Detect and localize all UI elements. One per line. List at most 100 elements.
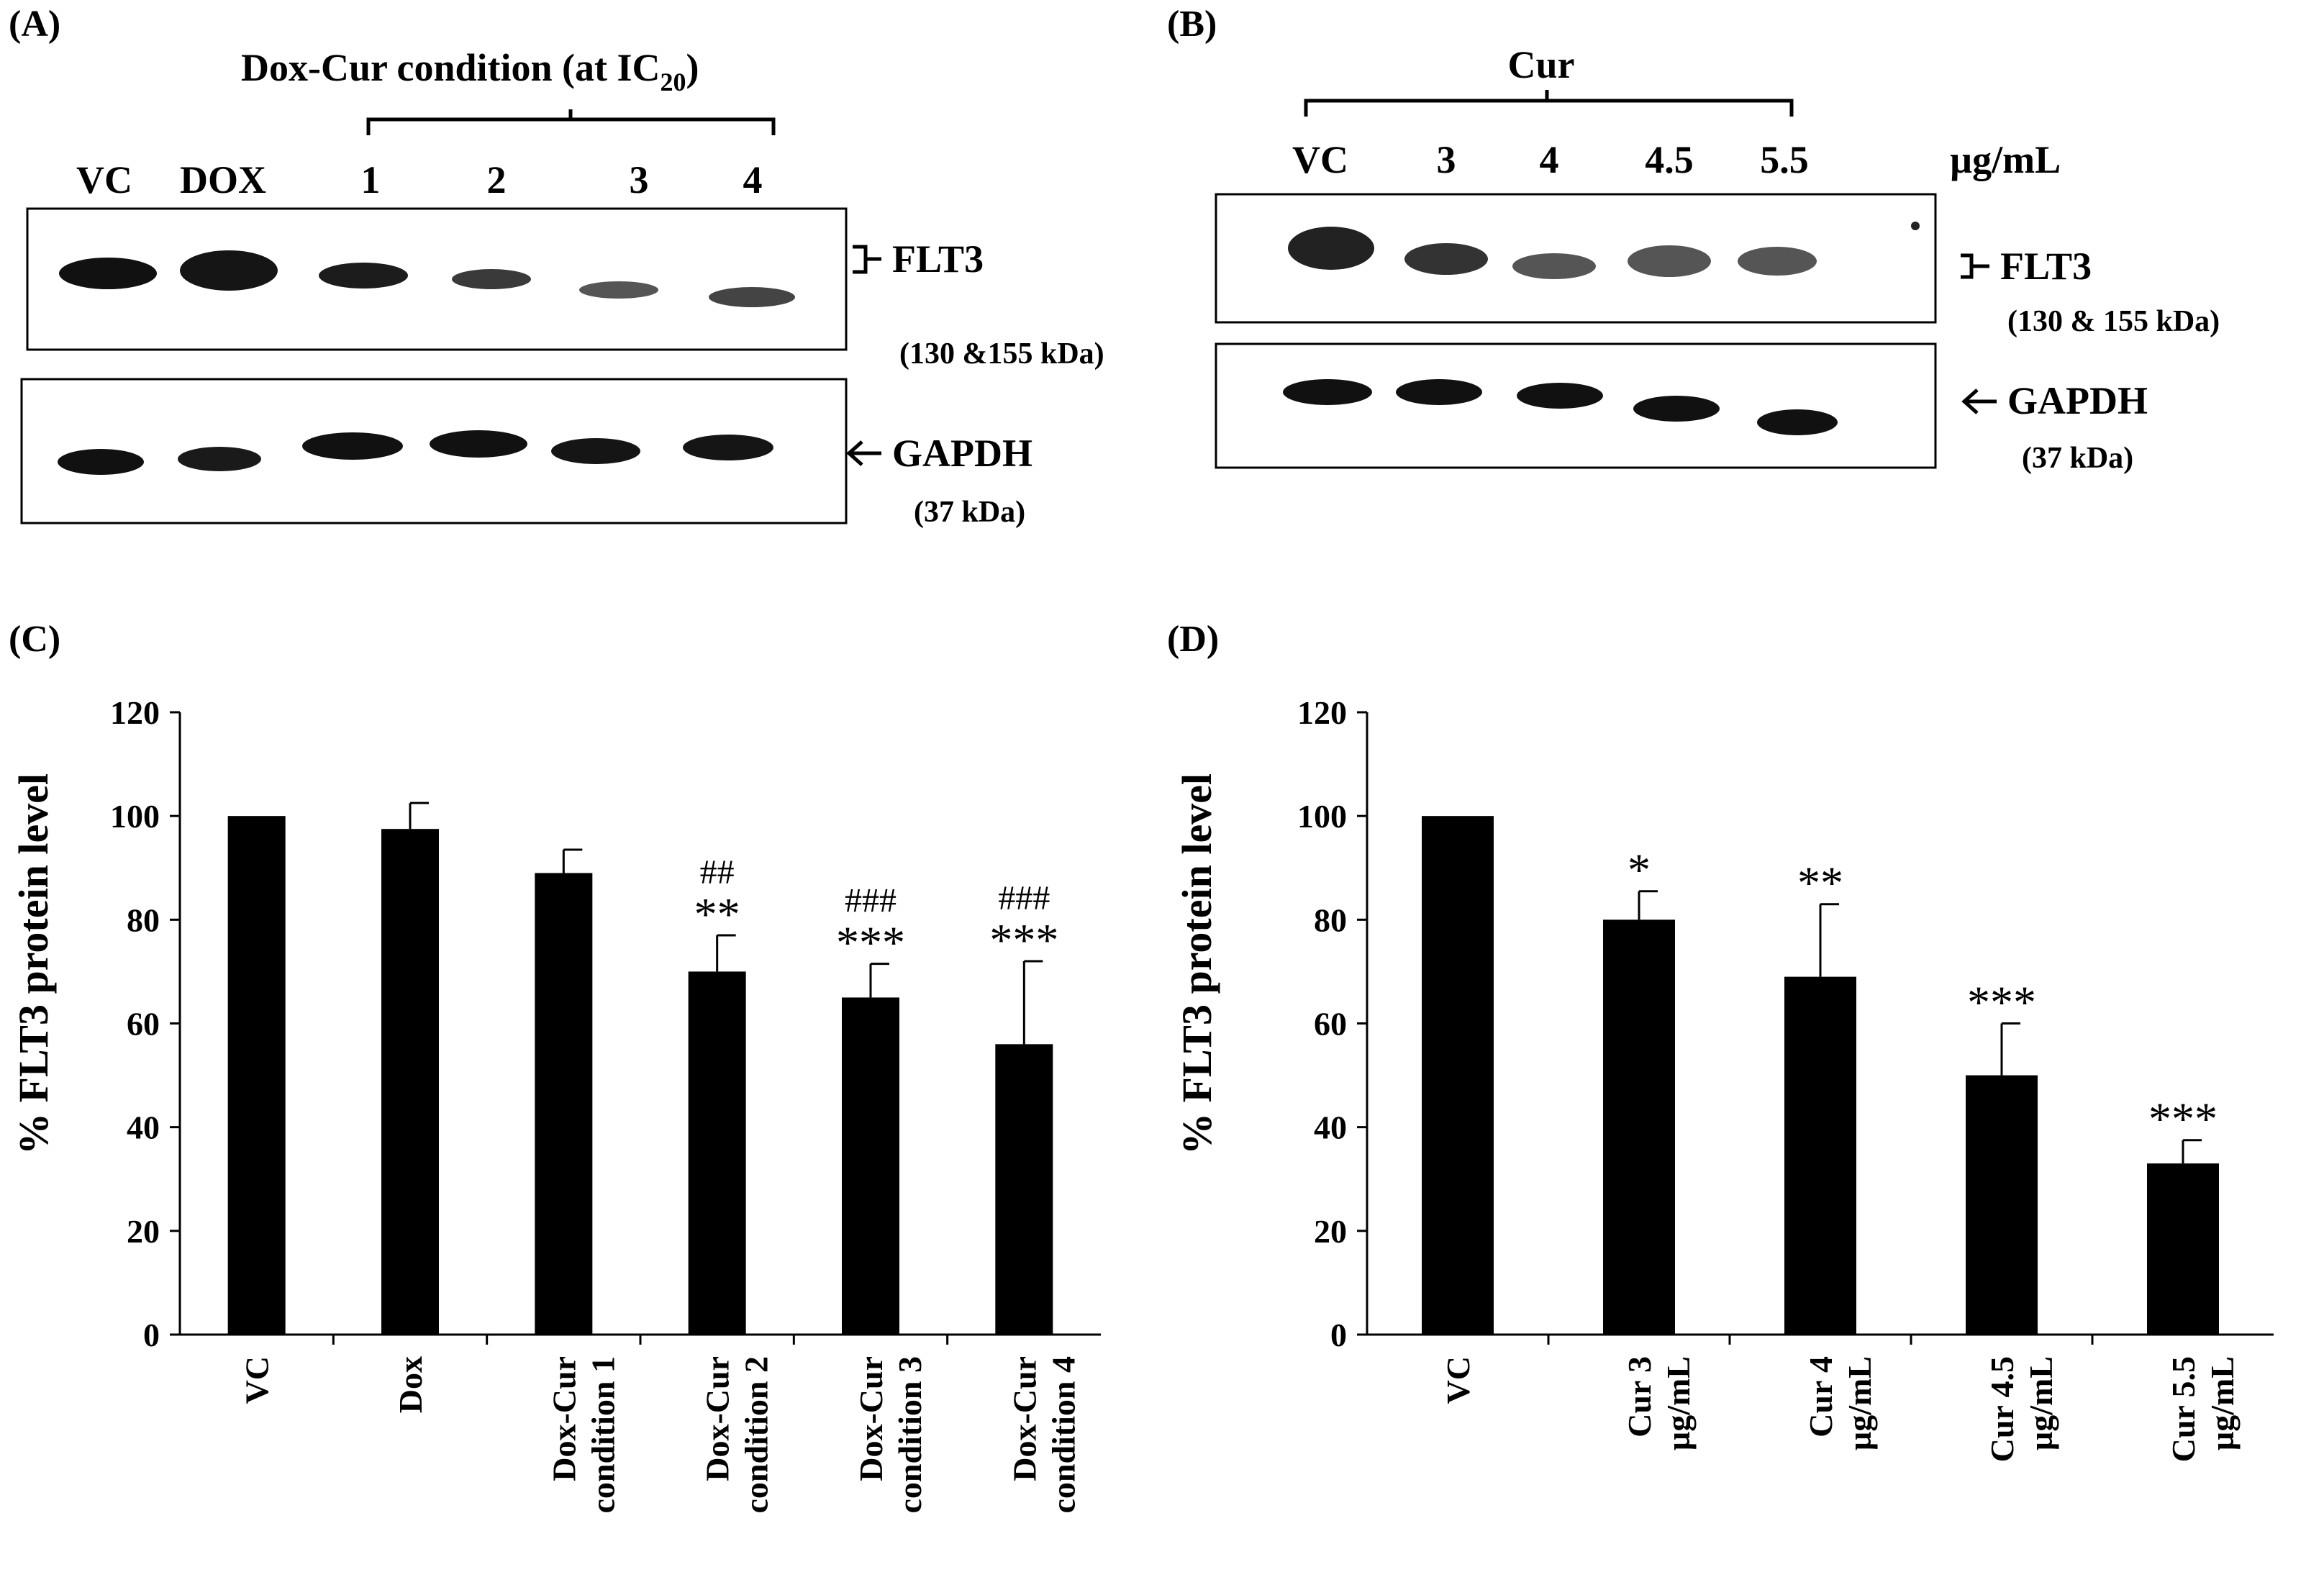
- band: [1288, 227, 1374, 270]
- bar: [227, 816, 286, 1335]
- y-tick-label: 40: [1314, 1109, 1347, 1146]
- significance-stars: *: [1628, 845, 1651, 896]
- band: [180, 250, 278, 291]
- bar: [995, 1044, 1053, 1335]
- x-category-label: condition 2: [738, 1356, 775, 1514]
- x-category-label: µg/mL: [1660, 1356, 1697, 1450]
- bar: [1422, 816, 1494, 1335]
- band: [430, 430, 527, 458]
- blot-a-lane-label: 1: [361, 158, 381, 201]
- band: [59, 258, 157, 289]
- blot-b-lane-label: 4.5: [1645, 138, 1694, 181]
- chart-d: % FLT3 protein level 0 20 40 60 80 100 120 VC *…: [1174, 694, 2274, 1462]
- blot-b-speck: [1911, 222, 1920, 230]
- y-tick-label: 80: [1314, 901, 1347, 938]
- y-tick-label: 0: [1330, 1317, 1347, 1353]
- y-tick-label: 60: [1314, 1006, 1347, 1042]
- band: [178, 447, 261, 471]
- x-category-label: Cur 3: [1621, 1356, 1658, 1437]
- x-category-label: µg/mL: [2023, 1356, 2059, 1450]
- significance-hashes: ###: [845, 882, 897, 920]
- y-tick-label: 100: [1297, 798, 1347, 835]
- significance-stars: **: [694, 889, 740, 940]
- blot-b-band1-size: (130 & 155 kDa): [2007, 305, 2220, 338]
- significance-stars: ***: [836, 917, 905, 968]
- band: [1512, 253, 1596, 279]
- band: [551, 438, 640, 464]
- blot-a-flt3-bracket: [853, 245, 881, 274]
- chart-c: % FLT3 protein level 0 20 40 60 80 100 120 VC D…: [10, 694, 1101, 1514]
- panel-label-a: (A): [9, 4, 60, 45]
- x-category-label: Cur 4: [1802, 1356, 1839, 1437]
- panel-label-b: (B): [1167, 4, 1217, 45]
- blot-a-lane-label: 4: [743, 158, 763, 201]
- panel-label-c: (C): [9, 619, 60, 660]
- blot-b-lane-label: 4: [1540, 138, 1559, 181]
- blot-a-lane-label: 3: [630, 158, 649, 201]
- blot-b-gapdh-bands: [1283, 379, 1838, 435]
- blot-a-band1-size: (130 &155 kDa): [899, 337, 1104, 371]
- band: [1738, 247, 1817, 276]
- blot-a: Dox-Cur condition (at IC20) VC DOX 1 2 3…: [20, 46, 1104, 529]
- x-category-label: Dox-Cur: [853, 1356, 889, 1481]
- blot-b-lane-label: VC: [1292, 138, 1348, 181]
- blot-a-lane-label: 2: [487, 158, 507, 201]
- x-category-label: Cur 5.5: [2165, 1356, 2202, 1462]
- x-category-label: condition 4: [1045, 1356, 1081, 1514]
- band: [319, 263, 408, 289]
- band: [1396, 379, 1482, 405]
- bar: [688, 971, 746, 1335]
- bar: [1966, 1075, 2038, 1335]
- blot-b-band2-name: GAPDH: [2007, 379, 2148, 422]
- bar: [381, 829, 439, 1335]
- band: [709, 287, 795, 307]
- band: [1517, 383, 1603, 409]
- band: [1633, 396, 1720, 422]
- x-category-label: Dox-Cur: [1006, 1356, 1043, 1481]
- blot-b-flt3-bracket: [1961, 253, 1989, 279]
- chart-c-ylabel: % FLT3 protein level: [10, 773, 57, 1155]
- blot-a-lane-label: VC: [76, 158, 132, 201]
- blot-a-group-label: Dox-Cur condition (at IC20): [241, 46, 699, 96]
- blot-b-gapdh-arrow-icon: [1961, 389, 1997, 414]
- blot-a-gapdh-bands: [58, 430, 773, 475]
- band: [452, 269, 531, 289]
- x-category-label: VC: [1440, 1356, 1476, 1404]
- x-category-label: µg/mL: [2204, 1356, 2241, 1450]
- blot-b-unit-label: µg/mL: [1950, 138, 2061, 181]
- y-tick-label: 40: [127, 1109, 160, 1146]
- blot-b-group-label: Cur: [1508, 43, 1575, 86]
- blot-a-gapdh-arrow-icon: [846, 440, 881, 466]
- y-tick-label: 60: [127, 1006, 160, 1042]
- blot-a-band1-name: FLT3: [892, 237, 984, 281]
- bar: [842, 997, 899, 1335]
- band: [579, 281, 658, 299]
- bar: [535, 873, 593, 1335]
- y-tick-label: 120: [110, 694, 160, 731]
- y-tick-label: 80: [127, 901, 160, 938]
- band: [58, 449, 144, 475]
- bar: [2147, 1163, 2219, 1335]
- x-category-label: Dox: [392, 1356, 429, 1413]
- x-category-label: VC: [239, 1356, 276, 1404]
- y-tick-label: 120: [1297, 694, 1347, 731]
- band: [1628, 245, 1711, 277]
- y-tick-label: 20: [1314, 1213, 1347, 1250]
- blot-a-band2-name: GAPDH: [892, 432, 1032, 475]
- x-category-label: condition 3: [891, 1356, 928, 1514]
- blot-b-flt3-bands: [1288, 222, 1920, 279]
- blot-b-band1-name: FLT3: [2000, 245, 2092, 288]
- band: [302, 432, 403, 460]
- blot-a-flt3-membrane: [26, 207, 848, 351]
- x-category-label: Cur 4.5: [1984, 1356, 2020, 1462]
- x-category-label: Dox-Cur: [545, 1356, 582, 1481]
- significance-stars: ***: [1967, 977, 2036, 1028]
- band: [1283, 379, 1372, 405]
- panel-label-d: (D): [1167, 619, 1219, 660]
- chart-d-ylabel: % FLT3 protein level: [1174, 773, 1220, 1155]
- band: [683, 435, 773, 460]
- blot-a-group-bracket: [366, 109, 776, 135]
- blot-a-flt3-bands: [59, 250, 795, 307]
- bar: [1603, 919, 1675, 1335]
